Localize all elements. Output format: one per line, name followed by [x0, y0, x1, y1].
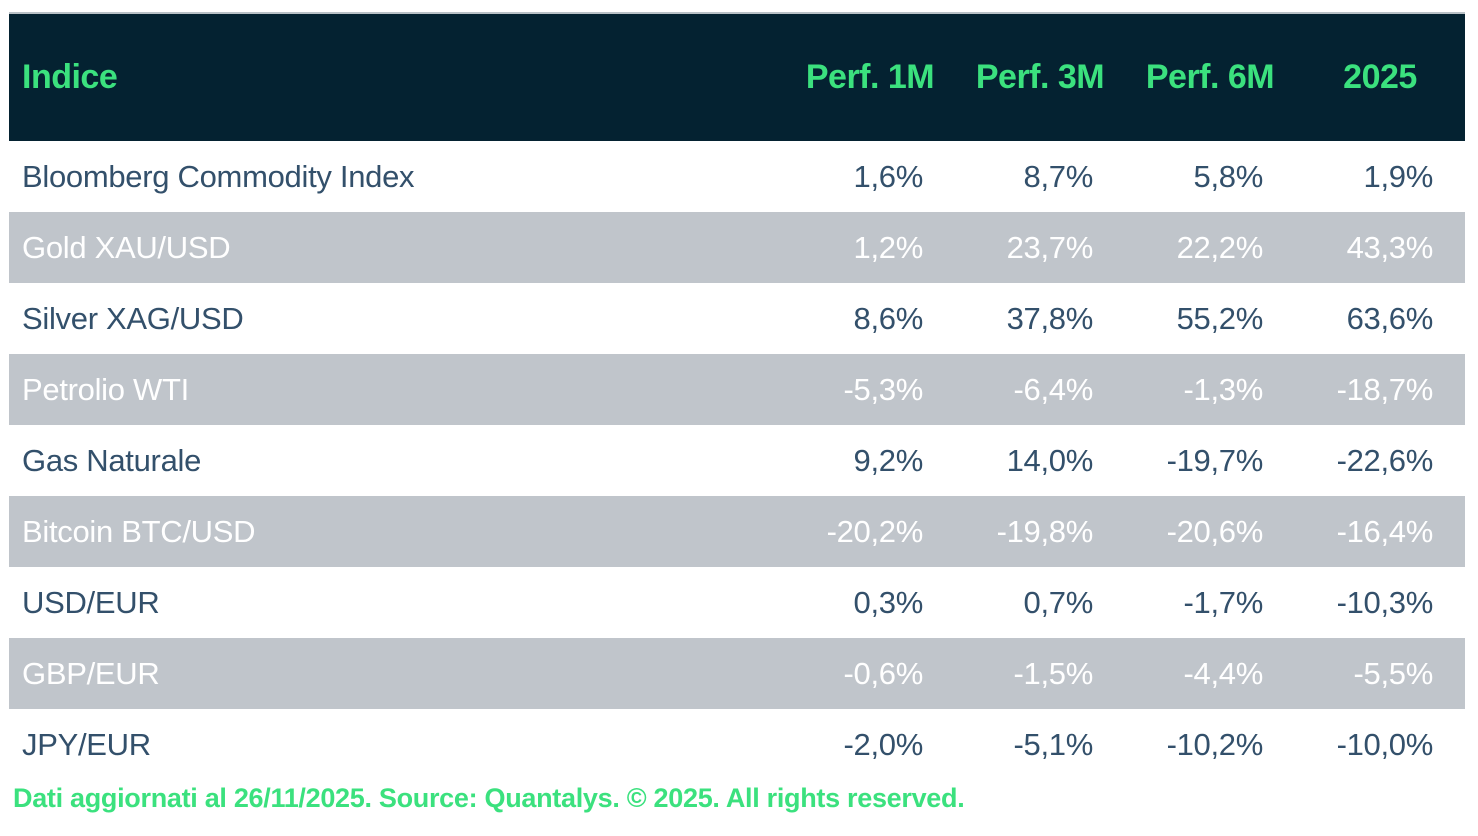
- row-label: USD/EUR: [22, 584, 160, 620]
- table-body: Bloomberg Commodity Index 1,6% 8,7% 5,8%…: [9, 141, 1465, 780]
- perf-1m-value: 0,3%: [853, 584, 924, 620]
- perf-6m-value: 22,2%: [1176, 229, 1264, 265]
- perf-ytd-value: 1,9%: [1363, 158, 1434, 194]
- perf-ytd-value: -22,6%: [1336, 442, 1434, 478]
- row-label: JPY/EUR: [22, 726, 151, 762]
- column-header-perf-3m: Perf. 3M: [975, 58, 1105, 96]
- perf-1m-value: 9,2%: [853, 442, 924, 478]
- perf-ytd-value: 43,3%: [1346, 229, 1434, 265]
- perf-3m-value: 8,7%: [1023, 158, 1094, 194]
- table-row: Gold XAU/USD 1,2% 23,7% 22,2% 43,3%: [9, 212, 1465, 283]
- perf-1m-value: 8,6%: [853, 300, 924, 336]
- perf-3m-value: -5,1%: [1013, 726, 1094, 762]
- data-source-note: Dati aggiornati al 26/11/2025. Source: Q…: [13, 783, 965, 813]
- perf-ytd-value: 63,6%: [1346, 300, 1434, 336]
- column-header-perf-6m: Perf. 6M: [1145, 58, 1275, 96]
- row-label: GBP/EUR: [22, 655, 160, 691]
- perf-ytd-value: -16,4%: [1336, 513, 1434, 549]
- column-header-perf-1m: Perf. 1M: [805, 58, 935, 96]
- row-label: Silver XAG/USD: [22, 300, 244, 336]
- row-label: Bitcoin BTC/USD: [22, 513, 256, 549]
- header-row: Indice Perf. 1M Perf. 3M Perf. 6M 2025: [9, 13, 1465, 141]
- perf-6m-value: -19,7%: [1166, 442, 1264, 478]
- perf-3m-value: 14,0%: [1006, 442, 1094, 478]
- column-header-indice: Indice: [22, 58, 118, 96]
- table-header: Indice Perf. 1M Perf. 3M Perf. 6M 2025: [9, 13, 1465, 141]
- table-row: Gas Naturale 9,2% 14,0% -19,7% -22,6%: [9, 425, 1465, 496]
- perf-1m-value: 1,6%: [853, 158, 924, 194]
- perf-ytd-value: -18,7%: [1336, 371, 1434, 407]
- row-label: Gold XAU/USD: [22, 229, 231, 265]
- perf-3m-value: -6,4%: [1013, 371, 1094, 407]
- perf-6m-value: -10,2%: [1166, 726, 1264, 762]
- perf-3m-value: 23,7%: [1006, 229, 1094, 265]
- row-label: Bloomberg Commodity Index: [22, 158, 415, 194]
- perf-1m-value: -5,3%: [843, 371, 924, 407]
- perf-6m-value: -1,7%: [1183, 584, 1264, 620]
- perf-ytd-value: -10,3%: [1336, 584, 1434, 620]
- perf-6m-value: 55,2%: [1176, 300, 1264, 336]
- perf-6m-value: -20,6%: [1166, 513, 1264, 549]
- perf-3m-value: 37,8%: [1006, 300, 1094, 336]
- perf-ytd-value: -5,5%: [1353, 655, 1434, 691]
- perf-6m-value: -4,4%: [1183, 655, 1264, 691]
- table-row: Petrolio WTI -5,3% -6,4% -1,3% -18,7%: [9, 354, 1465, 425]
- perf-1m-value: -0,6%: [843, 655, 924, 691]
- perf-6m-value: -1,3%: [1183, 371, 1264, 407]
- table-row: Bloomberg Commodity Index 1,6% 8,7% 5,8%…: [9, 141, 1465, 212]
- perf-3m-value: 0,7%: [1023, 584, 1094, 620]
- table-row: Bitcoin BTC/USD -20,2% -19,8% -20,6% -16…: [9, 496, 1465, 567]
- perf-3m-value: -19,8%: [996, 513, 1094, 549]
- row-label: Petrolio WTI: [22, 371, 189, 407]
- table-row: Silver XAG/USD 8,6% 37,8% 55,2% 63,6%: [9, 283, 1465, 354]
- perf-ytd-value: -10,0%: [1336, 726, 1434, 762]
- table-row: GBP/EUR -0,6% -1,5% -4,4% -5,5%: [9, 638, 1465, 709]
- column-header-2025: 2025: [1343, 58, 1417, 96]
- table-row: USD/EUR 0,3% 0,7% -1,7% -10,3%: [9, 567, 1465, 638]
- perf-6m-value: 5,8%: [1193, 158, 1264, 194]
- perf-1m-value: -20,2%: [826, 513, 924, 549]
- perf-1m-value: 1,2%: [853, 229, 924, 265]
- performance-table: Indice Perf. 1M Perf. 3M Perf. 6M 2025 B…: [9, 12, 1465, 780]
- table-row: JPY/EUR -2,0% -5,1% -10,2% -10,0%: [9, 709, 1465, 780]
- perf-1m-value: -2,0%: [843, 726, 924, 762]
- row-label: Gas Naturale: [22, 442, 202, 478]
- perf-3m-value: -1,5%: [1013, 655, 1094, 691]
